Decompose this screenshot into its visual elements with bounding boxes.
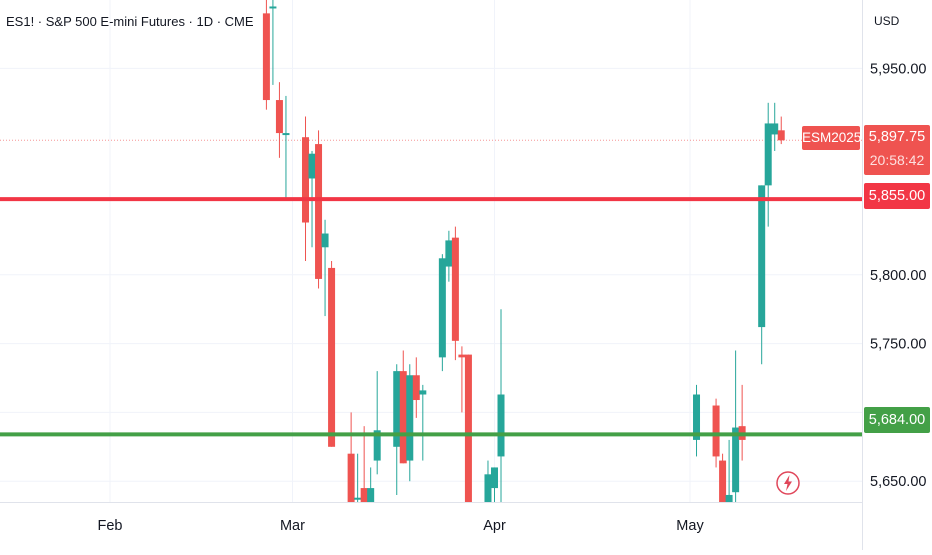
candle [399,350,407,464]
candle-body [777,130,785,141]
candle [719,453,727,502]
candle [777,116,785,145]
candle-body [732,427,740,493]
contract-tag: ESM2025 [802,126,861,150]
candle-body [445,240,453,267]
y-tick-label: 5,750.00 [870,337,926,353]
candle-body [367,488,375,502]
level-layer [0,197,862,437]
candle [497,309,505,502]
candle-body [438,258,446,358]
candle [269,0,277,85]
candle-body [693,394,701,440]
grid-layer [0,0,862,502]
candle-body [412,375,420,401]
candle-body [262,13,270,101]
x-tick-label: May [676,518,704,534]
last-price-value: 5,897.75 [868,129,926,145]
y-tick-label: 5,650.00 [870,474,926,490]
candle [393,364,401,495]
candle-body [315,144,323,279]
candle [758,185,766,365]
candle [725,439,733,502]
candle [321,219,329,317]
currency-label: USD [874,14,900,28]
candle [451,226,459,361]
candle-body [308,153,316,179]
green-level-tag: 5,684.00 [864,407,930,433]
lightning-icon[interactable] [775,470,801,496]
candle-body [360,488,368,502]
candle [373,371,381,475]
candle-body [321,233,329,248]
candle-body [354,497,362,500]
last-price-tag: 5,897.75 20:58:42 [864,125,930,175]
candle-body [497,394,505,457]
candle [367,467,375,502]
candle-layer [262,0,785,502]
countdown-value: 20:58:42 [869,152,925,168]
candle-body [302,137,310,223]
candle-body [406,375,414,461]
candle-body [458,354,466,358]
chart-title: ES1! · S&P 500 E-mini Futures · 1D · CME [6,14,254,29]
candle-body [328,267,336,447]
candle [347,412,355,502]
candle-body [419,390,427,395]
candle [412,357,420,418]
candle [354,453,362,502]
candle [262,0,270,110]
red-level-tag: 5,855.00 [864,183,930,209]
candle-body [464,354,472,502]
candle-body [373,430,381,461]
candle [438,254,446,372]
candle-body [764,123,772,186]
x-tick-label: Feb [98,518,123,534]
candle-body [771,123,779,135]
candle [275,82,283,158]
x-tick-label: Apr [483,518,506,534]
candle-body [451,237,459,341]
candle-body [393,371,401,447]
candle [764,102,772,227]
candle [484,460,492,502]
candle [693,384,701,457]
y-tick-label: 5,800.00 [870,268,926,284]
candle-body [725,494,733,502]
candle [771,102,779,151]
candle-body [275,100,283,134]
candle [490,467,498,502]
candle-body [758,185,766,328]
candle [406,364,414,482]
candle [302,116,310,262]
candle [419,384,427,461]
candle-body [484,474,492,502]
candle-body [269,6,277,9]
candle [328,261,336,447]
candle [458,346,466,413]
candle [732,350,740,502]
candle-body [712,405,720,457]
candle [360,426,368,502]
x-tick-label: Mar [280,518,305,534]
candle [315,130,323,289]
candle-body [490,467,498,489]
y-tick-label: 5,950.00 [870,61,926,77]
candle-body [719,460,727,502]
candle-body [282,133,290,136]
candle-body [347,453,355,502]
candle [282,95,290,200]
candle [464,354,472,502]
candle [445,230,453,282]
candle-body [399,371,407,464]
candle [738,384,746,461]
